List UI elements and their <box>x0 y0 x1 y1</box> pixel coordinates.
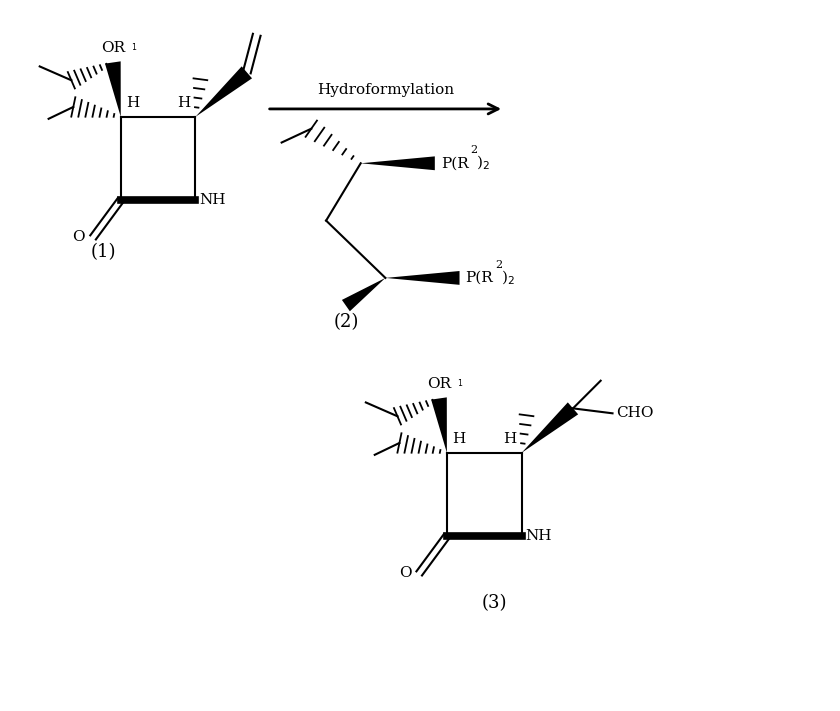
Text: CHO: CHO <box>617 406 654 420</box>
Text: 2: 2 <box>470 145 477 156</box>
Text: NH: NH <box>526 529 552 543</box>
Text: H: H <box>126 96 139 110</box>
Polygon shape <box>360 156 435 170</box>
Text: )$_2$: )$_2$ <box>501 269 515 287</box>
Text: )$_2$: )$_2$ <box>476 154 490 173</box>
Text: H: H <box>452 432 465 446</box>
Text: O: O <box>72 230 85 245</box>
Polygon shape <box>386 271 459 285</box>
Text: Hydroformylation: Hydroformylation <box>317 83 454 97</box>
Text: $^1$: $^1$ <box>457 378 463 389</box>
Text: (1): (1) <box>91 243 117 261</box>
Polygon shape <box>431 397 447 453</box>
Text: 2: 2 <box>495 260 502 270</box>
Text: OR: OR <box>427 377 451 390</box>
Text: P(R: P(R <box>441 156 469 170</box>
Text: NH: NH <box>199 193 226 207</box>
Polygon shape <box>196 66 252 117</box>
Text: (2): (2) <box>333 314 359 331</box>
Text: O: O <box>399 567 412 580</box>
Polygon shape <box>522 402 578 453</box>
Text: OR: OR <box>101 41 125 55</box>
Polygon shape <box>342 278 386 311</box>
Text: (3): (3) <box>481 594 507 612</box>
Text: H: H <box>503 432 517 446</box>
Text: H: H <box>177 96 191 110</box>
Polygon shape <box>105 61 121 117</box>
Text: P(R: P(R <box>465 271 493 285</box>
Text: $^1$: $^1$ <box>131 43 137 53</box>
